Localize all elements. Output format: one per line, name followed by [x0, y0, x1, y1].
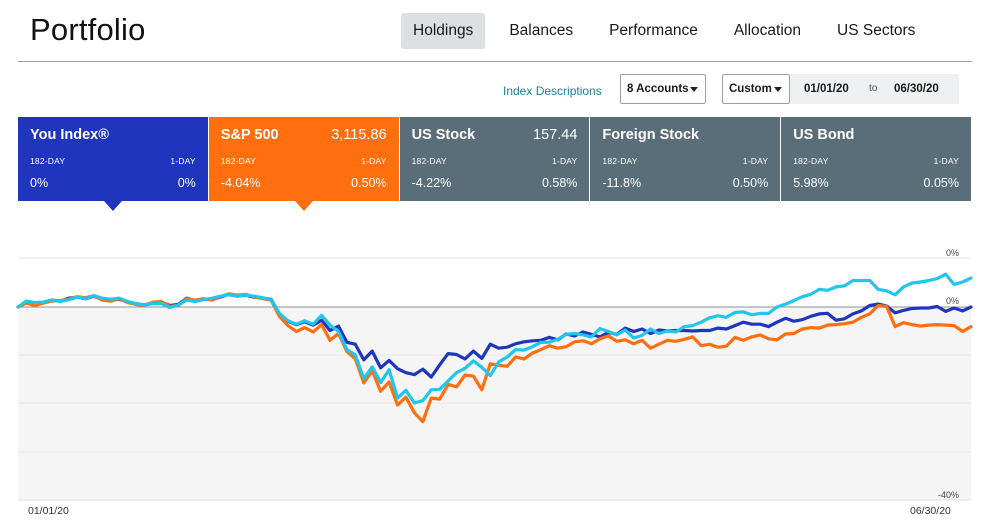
card-1-day-value: 0.58% [541, 176, 578, 190]
card-period-label: 1-DAY [551, 156, 578, 166]
y-axis-zero-label: 0% [946, 296, 960, 306]
accounts-dropdown[interactable]: 8 Accounts [620, 74, 706, 104]
card-us-bond[interactable]: US Bond 182-DAY 1-DAY 5.98% 0.05% [781, 117, 971, 201]
tab-allocation[interactable]: Allocation [733, 22, 802, 39]
card-name: US Bond [793, 127, 855, 143]
y-axis-top-label: 0% [946, 248, 960, 258]
card-period-label: 182-DAY [411, 156, 447, 166]
card-period-label: 182-DAY [602, 156, 638, 166]
tab-balances[interactable]: Balances [509, 22, 574, 39]
card-foreign-stock[interactable]: Foreign Stock 182-DAY 1-DAY -11.8% 0.50% [590, 117, 781, 201]
index-descriptions-link[interactable]: Index Descriptions [503, 84, 602, 98]
card-period-label: 182-DAY [30, 156, 66, 166]
x-axis-start-label: 01/01/20 [28, 505, 69, 517]
card-1-day-value: 0.50% [351, 176, 387, 190]
card-price: 3,115.86 [331, 127, 387, 143]
range-dropdown-label: Custom [729, 83, 772, 95]
card-us-stock[interactable]: US Stock 157.44 182-DAY 1-DAY -4.22% 0.5… [399, 117, 590, 201]
card-sp500[interactable]: S&P 500 3,115.86 182-DAY 1-DAY -4.04% 0.… [208, 117, 399, 211]
selected-pointer-icon [104, 201, 122, 211]
top-nav: Holdings Balances Performance Allocation… [401, 13, 939, 49]
performance-chart[interactable]: 0% 0% -40% 01/01/20 06/30/20 [0, 210, 988, 532]
date-range: 01/01/20 to 06/30/20 [790, 74, 959, 104]
card-name: US Stock [411, 127, 476, 143]
index-cards: You Index® 182-DAY 1-DAY 0% 0% S&P 500 3… [18, 117, 971, 211]
card-period-label: 1-DAY [933, 156, 959, 166]
card-period-label: 1-DAY [361, 156, 387, 166]
card-182-day-value: 0% [30, 176, 49, 190]
tab-holdings[interactable]: Holdings [401, 13, 486, 49]
card-name: S&P 500 [220, 127, 279, 143]
card-182-day-value: -4.22% [411, 176, 452, 190]
range-dropdown[interactable]: Custom [722, 74, 790, 104]
caret-down-icon [774, 87, 782, 92]
series-line-2 [16, 272, 973, 405]
card-name: Foreign Stock [602, 127, 700, 143]
card-period-label: 1-DAY [742, 156, 769, 166]
card-182-day-value: 5.98% [793, 176, 829, 190]
page-title: Portfolio [30, 12, 146, 47]
card-price: 157.44 [533, 127, 578, 143]
selected-pointer-icon [294, 201, 313, 211]
caret-down-icon [690, 87, 698, 92]
card-period-label: 182-DAY [220, 156, 257, 166]
start-date[interactable]: 01/01/20 [804, 83, 849, 95]
card-you-index[interactable]: You Index® 182-DAY 1-DAY 0% 0% [18, 117, 208, 211]
card-period-label: 1-DAY [170, 156, 196, 166]
card-1-day-value: 0% [177, 176, 196, 190]
accounts-dropdown-label: 8 Accounts [627, 83, 689, 95]
card-182-day-value: -4.04% [220, 176, 261, 190]
y-axis-bottom-label: -40% [938, 490, 960, 500]
end-date[interactable]: 06/30/20 [894, 83, 939, 95]
card-period-label: 182-DAY [793, 156, 829, 166]
x-axis-end-label: 06/30/20 [910, 505, 951, 517]
header-divider [18, 61, 972, 62]
card-1-day-value: 0.50% [732, 176, 769, 190]
card-name: You Index® [30, 127, 109, 143]
date-separator: to [869, 83, 878, 94]
card-1-day-value: 0.05% [923, 176, 959, 190]
tab-performance[interactable]: Performance [609, 22, 698, 39]
tab-us-sectors[interactable]: US Sectors [837, 22, 916, 39]
card-182-day-value: -11.8% [602, 176, 642, 190]
performance-chart-svg [16, 257, 973, 501]
